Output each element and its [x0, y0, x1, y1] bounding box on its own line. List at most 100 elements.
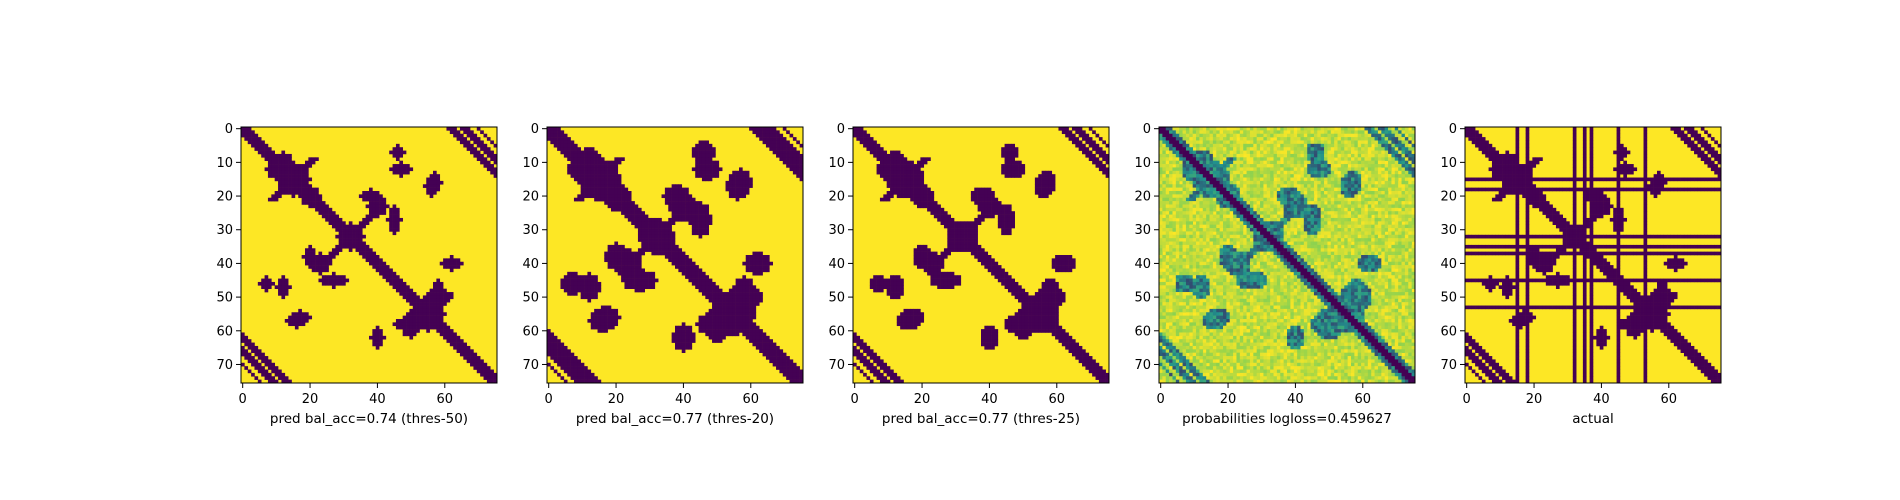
heatmap-cell: [927, 191, 931, 195]
heatmap-cell: [796, 150, 800, 155]
heatmap-cell: [1051, 285, 1056, 289]
heatmap-cell: [695, 164, 699, 168]
heatmap-cell: [321, 204, 326, 209]
heatmap-cell: [1374, 130, 1379, 135]
heatmap-cell: [927, 251, 931, 256]
heatmap-cell: [439, 180, 444, 185]
heatmap-cell: [409, 288, 414, 293]
heatmap-cell: [459, 133, 464, 138]
heatmap-cell: [943, 255, 948, 259]
heatmap-cell: [786, 362, 790, 367]
heatmap-cell: [325, 281, 329, 286]
heatmap-cell: [584, 180, 588, 185]
y-tick-label: 30: [216, 223, 233, 238]
heatmap-cell: [654, 221, 659, 225]
heatmap-cell: [678, 251, 683, 256]
heatmap-cell: [799, 376, 804, 380]
heatmap-cell: [1371, 130, 1375, 135]
heatmap-cell: [466, 349, 471, 353]
heatmap-cell: [278, 180, 282, 185]
heatmap-cell: [241, 339, 245, 343]
heatmap-cell: [715, 322, 720, 327]
heatmap-cell: [1169, 153, 1173, 158]
heatmap-cell: [1344, 127, 1348, 131]
heatmap-cell: [728, 322, 733, 327]
heatmap-cell: [1226, 140, 1231, 145]
heatmap-cell: [1021, 167, 1026, 172]
heatmap-cell: [981, 217, 985, 222]
heatmap-cell: [906, 184, 911, 188]
heatmap-cell: [274, 379, 279, 384]
heatmap-cell: [698, 329, 703, 333]
heatmap-cell: [745, 288, 750, 293]
heatmap-cell: [1233, 157, 1237, 161]
heatmap-cell: [305, 187, 309, 192]
heatmap-cell: [1007, 160, 1012, 165]
heatmap-cell: [1165, 130, 1170, 135]
heatmap-cell: [1229, 147, 1234, 151]
heatmap-cell: [994, 271, 999, 276]
heatmap-cell: [1172, 150, 1177, 155]
heatmap-cell: [735, 288, 740, 293]
heatmap-cell: [1058, 332, 1063, 337]
heatmap-cell: [597, 322, 602, 327]
heatmap-cell: [627, 248, 632, 252]
heatmap-cell: [917, 319, 921, 323]
heatmap-cell: [981, 342, 985, 347]
heatmap-cell: [1404, 160, 1409, 165]
heatmap-cell: [698, 150, 703, 155]
heatmap-cell: [701, 177, 706, 182]
heatmap-cell: [597, 174, 602, 178]
heatmap-cell: [274, 197, 279, 202]
heatmap-cell: [311, 204, 316, 209]
heatmap-cell: [755, 258, 760, 263]
heatmap-cell: [433, 325, 437, 330]
heatmap-cell: [557, 372, 561, 377]
heatmap-cell: [1317, 160, 1321, 165]
heatmap-cell: [917, 194, 921, 199]
heatmap-cell: [910, 187, 914, 192]
heatmap-cell: [1061, 292, 1066, 296]
heatmap-cell: [325, 261, 329, 266]
heatmap-cell: [722, 335, 726, 340]
heatmap-cell: [274, 160, 279, 165]
heatmap-cell: [1270, 167, 1274, 172]
heatmap-cell: [1004, 275, 1009, 279]
heatmap-cell: [732, 187, 736, 192]
heatmap-cell: [762, 137, 767, 141]
heatmap-cell: [1041, 187, 1046, 192]
heatmap-cell: [594, 157, 598, 161]
heatmap-cell: [294, 174, 299, 178]
heatmap-cell: [490, 372, 494, 377]
heatmap-cell: [1256, 160, 1261, 165]
heatmap-cell: [1391, 150, 1396, 155]
heatmap-cell: [981, 329, 985, 333]
heatmap-cell: [348, 248, 353, 252]
heatmap-cell: [994, 268, 999, 273]
heatmap-cell: [749, 285, 753, 289]
heatmap-cell: [762, 130, 767, 135]
heatmap-cell: [399, 281, 403, 286]
heatmap-cell: [705, 153, 709, 158]
heatmap-cell: [1051, 295, 1056, 300]
heatmap-cell: [436, 305, 441, 310]
panel-xlabel: pred bal_acc=0.77 (thres-25): [882, 411, 1080, 427]
heatmap-cell: [1065, 345, 1069, 350]
heatmap-cell: [436, 329, 441, 333]
heatmap-cell: [923, 258, 928, 263]
heatmap-cell: [406, 332, 410, 337]
heatmap-cell: [1092, 366, 1096, 370]
heatmap-cell: [947, 234, 951, 239]
heatmap-cell: [443, 265, 447, 269]
heatmap-cell: [745, 255, 750, 259]
heatmap-cell: [607, 322, 612, 327]
heatmap-cell: [927, 255, 931, 259]
heatmap-cell: [987, 342, 992, 347]
heatmap-cell: [789, 153, 794, 158]
heatmap-cell: [611, 325, 615, 330]
heatmap-cell: [762, 268, 767, 273]
heatmap-cell: [1253, 160, 1257, 165]
heatmap-cell: [1354, 130, 1359, 135]
heatmap-cell: [940, 211, 945, 215]
heatmap-cell: [786, 147, 790, 151]
